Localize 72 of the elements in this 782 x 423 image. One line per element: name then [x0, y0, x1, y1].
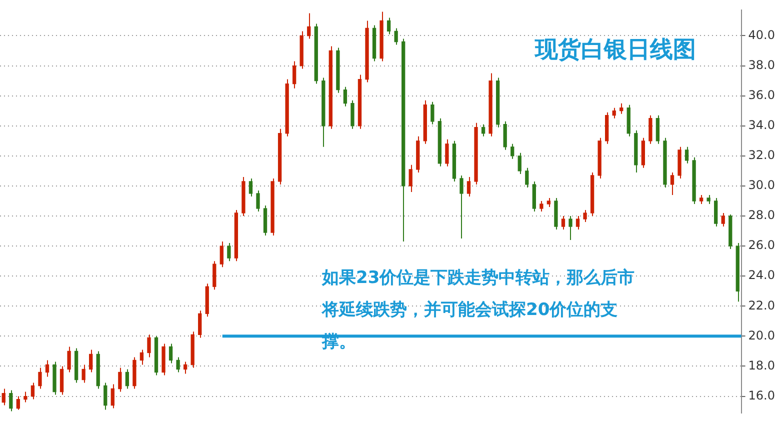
candlestick — [220, 241, 224, 268]
y-tick-label: 36.0 — [748, 88, 775, 102]
y-tick-label: 22.0 — [748, 298, 775, 312]
candlestick — [699, 194, 704, 204]
candlestick — [82, 364, 86, 384]
candlestick — [168, 343, 173, 364]
candlestick — [670, 172, 674, 196]
candlestick — [24, 391, 28, 403]
candlestick — [430, 101, 434, 125]
candlestick — [292, 60, 296, 89]
candlestick — [721, 212, 725, 228]
candlestick — [561, 216, 566, 230]
candlestick — [38, 367, 42, 390]
candlestick — [248, 178, 253, 197]
candlestick — [510, 143, 514, 160]
candlestick — [445, 138, 449, 167]
y-tick-label: 20.0 — [748, 328, 775, 342]
candlestick — [60, 366, 64, 396]
candlestick — [714, 197, 718, 228]
candlestick — [147, 334, 151, 358]
candlestick — [118, 367, 122, 392]
candlestick — [307, 12, 311, 40]
candlestick — [706, 194, 710, 204]
candlestick — [525, 167, 529, 188]
candlestick — [67, 346, 71, 373]
candlestick — [503, 120, 507, 150]
candlestick — [540, 200, 544, 212]
candlestick — [394, 28, 398, 46]
y-tick-label: 26.0 — [748, 238, 775, 252]
candlestick — [183, 361, 188, 374]
candlestick — [176, 356, 180, 373]
candlestick — [583, 210, 587, 223]
candlestick — [350, 100, 354, 130]
y-tick-label: 32.0 — [748, 148, 775, 162]
candlestick — [466, 176, 471, 197]
candlestick — [386, 17, 391, 35]
y-tick-label: 34.0 — [748, 118, 775, 132]
candlestick — [89, 349, 93, 373]
candlestick — [125, 368, 130, 390]
candlestick — [110, 384, 114, 409]
y-tick-label: 18.0 — [748, 358, 775, 372]
candlestick — [460, 174, 464, 240]
candlestick — [212, 260, 216, 290]
y-tick-label: 24.0 — [748, 268, 775, 282]
candlestick — [30, 382, 35, 400]
y-tick-label: 38.0 — [748, 58, 775, 72]
candlestick — [656, 114, 660, 144]
candlestick — [546, 197, 551, 208]
candlestick — [612, 107, 616, 119]
candlestick — [684, 146, 689, 164]
candlestick — [9, 390, 13, 412]
candlestick — [576, 216, 580, 230]
candlestick — [140, 349, 144, 366]
y-tick-label: 30.0 — [748, 178, 775, 192]
candlestick — [481, 124, 486, 137]
y-tick-label: 40.0 — [748, 28, 775, 42]
candlestick — [104, 382, 108, 410]
candlestick — [518, 152, 522, 174]
candlestick — [568, 216, 572, 241]
candlestick — [648, 114, 652, 144]
y-tick-label: 16.0 — [748, 388, 775, 402]
candlestick — [45, 360, 50, 378]
candlestick — [2, 388, 6, 406]
candlestick — [198, 310, 202, 338]
candlestick — [343, 86, 348, 107]
candlestick — [227, 242, 231, 262]
text: 现货白银日线图 — [535, 36, 696, 65]
candlestick — [16, 396, 20, 410]
y-tick-label: 28.0 — [748, 208, 775, 222]
candlestick — [256, 190, 260, 212]
candlestick — [620, 102, 624, 114]
candlestick — [408, 164, 412, 192]
